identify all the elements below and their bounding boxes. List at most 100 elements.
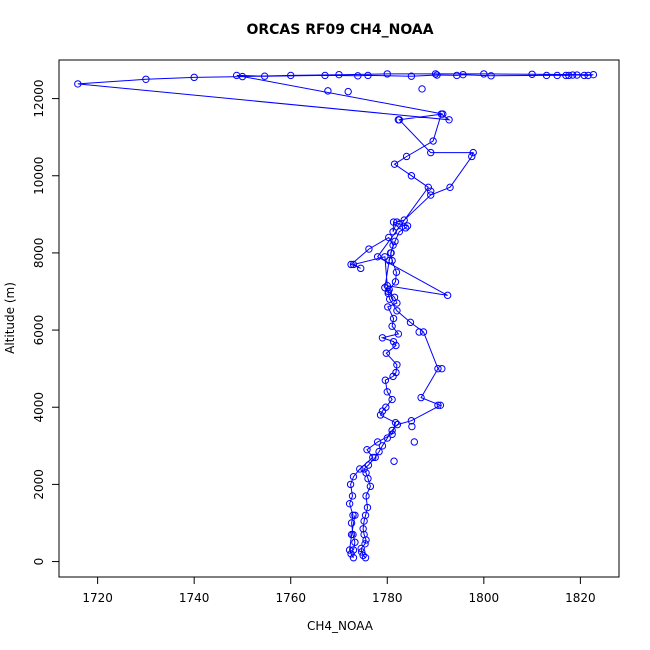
data-point: [357, 264, 365, 273]
data-point: [407, 417, 416, 425]
data-point: [417, 393, 425, 402]
data-point: [446, 183, 454, 192]
data-point: [74, 80, 82, 88]
data-point: [361, 511, 370, 519]
data-point: [402, 152, 411, 161]
data-point: [528, 70, 536, 78]
data-point: [383, 282, 391, 290]
data-point: [434, 401, 442, 410]
x-tick-label-3: 1780: [372, 591, 403, 605]
data-point: [393, 420, 402, 429]
y-tick-label-5: 10000: [32, 157, 46, 195]
data-point: [408, 422, 416, 431]
data-point: [394, 330, 403, 338]
data-point: [383, 434, 391, 442]
data-point: [344, 87, 352, 96]
data-point: [364, 71, 372, 80]
data-point: [348, 492, 357, 500]
x-tick-label-5: 1820: [565, 591, 596, 605]
data-point: [349, 472, 358, 481]
data-point: [542, 71, 551, 80]
data-point: [362, 492, 370, 500]
data-point: [142, 75, 150, 83]
data-point: [384, 287, 392, 296]
data-point: [431, 70, 440, 78]
data-point: [487, 72, 495, 80]
data-point: [346, 480, 355, 489]
x-axis: 1720 1740 1760 1780 1800 1820: [82, 577, 596, 605]
data-point: [434, 364, 442, 373]
data-point: [354, 72, 362, 80]
data-point: [393, 307, 401, 315]
data-point: [427, 148, 435, 157]
data-point: [238, 72, 247, 81]
data-point: [349, 511, 357, 519]
data-point: [419, 328, 428, 336]
x-tick-label-0: 1720: [82, 591, 113, 605]
data-point: [393, 299, 401, 307]
data-point: [357, 548, 366, 556]
data-point: [389, 241, 397, 249]
data-point: [553, 71, 561, 80]
y-tick-label-3: 6000: [32, 315, 46, 346]
data-point: [385, 233, 393, 242]
data-point: [480, 70, 488, 78]
data-point: [427, 191, 435, 199]
data-point: [324, 87, 332, 95]
data-point: [384, 303, 392, 311]
y-tick-label-4: 8000: [32, 238, 46, 269]
data-point: [445, 116, 453, 124]
y-tick-label-1: 2000: [32, 469, 46, 500]
y-tick-label-0: 0: [32, 558, 46, 566]
data-point: [568, 71, 577, 79]
data-point: [438, 364, 446, 373]
data-point: [388, 322, 396, 330]
data-point: [359, 525, 367, 533]
data-point: [390, 160, 399, 168]
data-point: [392, 341, 400, 350]
data-point: [388, 256, 396, 265]
data-point: [383, 70, 391, 78]
data-point: [589, 70, 598, 79]
data-point: [584, 71, 592, 80]
data-point: [345, 546, 354, 554]
series-lines: [77, 73, 594, 559]
data-point: [468, 152, 476, 161]
data-point: [573, 71, 581, 79]
x-tick-label-2: 1760: [275, 591, 306, 605]
data-point: [387, 249, 395, 257]
data-point: [360, 465, 368, 473]
data-point: [389, 227, 397, 236]
data-point: [349, 546, 358, 554]
data-point: [347, 530, 356, 539]
data-point: [347, 519, 356, 527]
data-point: [260, 72, 269, 80]
data-point: [400, 216, 408, 224]
y-tick-label-6: 12000: [32, 79, 46, 117]
data-point: [427, 187, 435, 195]
data-point: [384, 289, 392, 298]
data-point: [390, 457, 398, 465]
data-point: [378, 407, 387, 415]
data-point: [357, 544, 365, 553]
data-point: [469, 148, 477, 157]
y-tick-label-2: 4000: [32, 392, 46, 423]
data-point: [376, 411, 385, 419]
series-points: [74, 70, 598, 562]
x-axis-label: CH4_NOAA: [307, 619, 374, 633]
data-point: [401, 224, 410, 232]
data-point: [378, 334, 387, 342]
data-point: [375, 447, 383, 456]
data-point: [363, 445, 371, 454]
data-point: [321, 71, 329, 80]
data-point: [381, 376, 390, 384]
data-point: [388, 395, 396, 404]
data-point: [385, 256, 393, 265]
data-point: [345, 499, 354, 508]
data-point: [347, 550, 355, 558]
data-point: [351, 511, 359, 519]
data-point: [436, 401, 445, 410]
data-point: [565, 71, 573, 80]
data-point: [437, 110, 446, 118]
